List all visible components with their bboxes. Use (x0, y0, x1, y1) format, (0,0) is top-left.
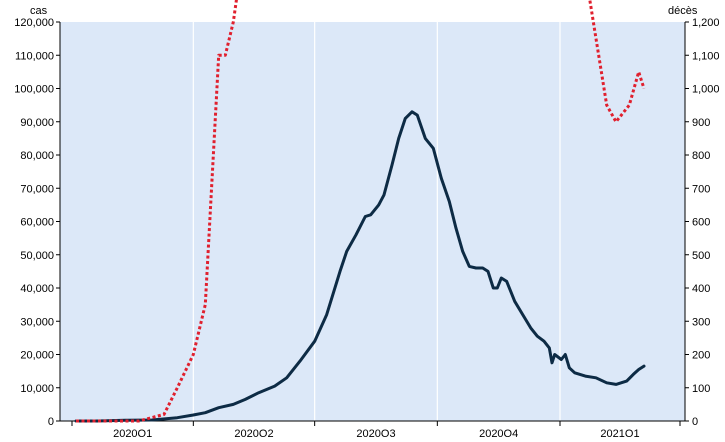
y-right-tick-label: 0 (692, 416, 698, 428)
x-tick-label: 2020Q3 (356, 428, 395, 437)
y-right-tick-label: 500 (692, 250, 710, 262)
x-tick-label: 2020Q4 (479, 428, 518, 437)
series-line-left-axis (74, 110, 646, 423)
y-left-tick-label: 40,000 (20, 283, 54, 295)
x-tick-label: 2020Q1 (113, 428, 152, 437)
y-right-tick-label: 1,100 (692, 50, 720, 62)
y-right-tick-label: 400 (692, 283, 710, 295)
y-left-axis-label: cas (30, 5, 48, 17)
y-left-tick-label: 70,000 (20, 183, 54, 195)
y-right-tick-label: 200 (692, 350, 710, 362)
y-left-tick-label: 30,000 (20, 316, 54, 328)
x-tick-label: 2021Q1 (600, 428, 639, 437)
y-right-tick-label: 800 (692, 150, 710, 162)
y-left-tick-label: 110,000 (15, 50, 54, 62)
y-left-tick-label: 60,000 (20, 217, 54, 229)
y-left-tick-label: 0 (48, 416, 54, 428)
y-right-tick-label: 300 (692, 316, 710, 328)
axis-labels: cas décès (30, 5, 698, 17)
y-right-tick-label: 1,200 (692, 17, 720, 29)
y-right-tick-label: 700 (692, 183, 710, 195)
y-right-tick-label: 100 (692, 383, 710, 395)
y-right-tick-label: 1,000 (692, 84, 720, 96)
plot-background (60, 22, 685, 421)
y-right-tick-label: 900 (692, 117, 710, 129)
series-lines (74, 0, 646, 423)
y-left-tick-label: 100,000 (14, 84, 54, 96)
y-left-tick-label: 120,000 (14, 17, 54, 29)
y-left-tick-label: 10,000 (20, 383, 54, 395)
y-left-tick-label: 90,000 (20, 117, 54, 129)
y-left-tick-label: 50,000 (20, 250, 54, 262)
x-tick-label: 2020Q2 (234, 428, 273, 437)
y-right-tick-label: 600 (692, 217, 710, 229)
y-left-tick-label: 80,000 (20, 150, 54, 162)
y-left-tick-label: 20,000 (20, 350, 54, 362)
y-right-axis-label: décès (668, 5, 698, 17)
